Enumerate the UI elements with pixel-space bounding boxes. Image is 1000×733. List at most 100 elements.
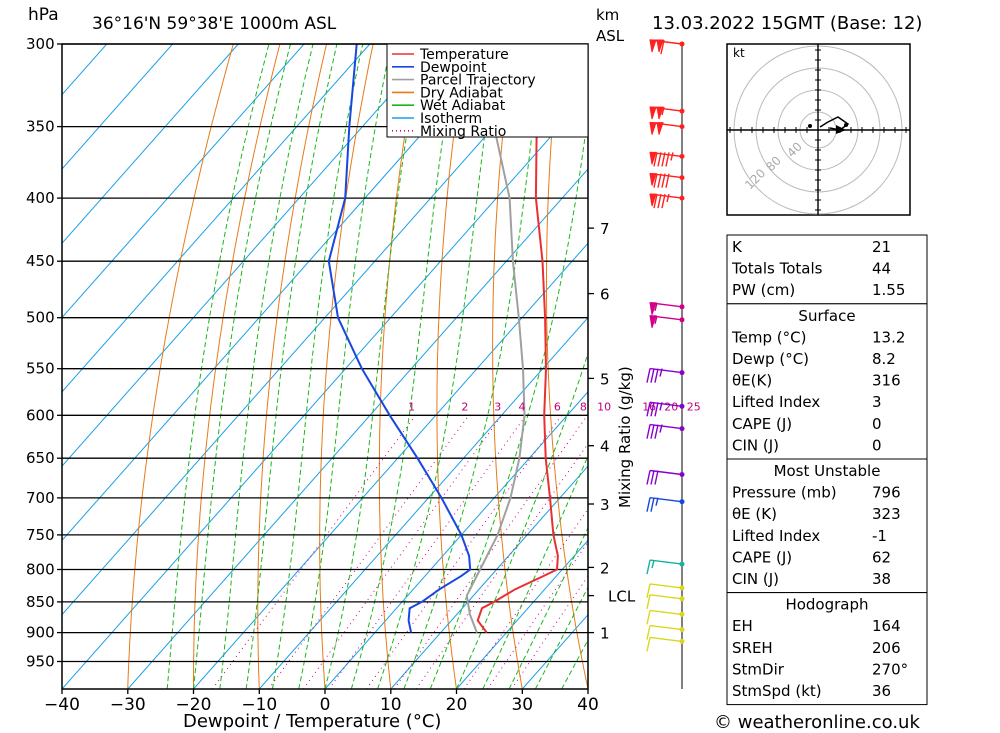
temperature-tick-label: 40 <box>577 695 599 715</box>
mixing-ratio-label: 1 <box>408 400 415 413</box>
barb-pennant <box>649 302 657 315</box>
barb-feather <box>657 152 662 167</box>
dry-adiabat-line <box>127 44 234 689</box>
indices-label: StmDir <box>732 660 785 678</box>
legend-entry: Dewpoint <box>420 60 487 76</box>
barb-feather <box>654 368 659 383</box>
barb-dot <box>679 611 685 617</box>
barb-feather <box>654 402 659 417</box>
barb-feather <box>650 402 655 417</box>
legend-box <box>386 43 589 138</box>
indices-value: 0 <box>872 415 882 433</box>
isotherm-line <box>62 44 502 542</box>
indices-label: Temp (°C) <box>731 328 806 346</box>
indices-label: Lifted Index <box>732 527 820 545</box>
isotherm-line <box>62 44 436 467</box>
pressure-tick-label: 900 <box>26 624 55 642</box>
indices-block-title: Most Unstable <box>774 462 881 480</box>
barb-staff <box>649 636 683 643</box>
wind-barb <box>646 583 685 599</box>
indices-value: 21 <box>872 238 891 256</box>
storm-motion-marker <box>836 125 846 134</box>
height-tick-label: 4 <box>600 438 610 456</box>
wind-barb <box>649 39 685 55</box>
barb-feather <box>650 470 655 485</box>
barb-pennant <box>656 122 664 135</box>
indices-table: K 21 Totals Totals 44 PW (cm) 1.55 Surface Temp… <box>726 234 928 706</box>
location-title: 36°16'N 59°38'E 1000m ASL <box>92 14 337 34</box>
indices-value: 13.2 <box>872 328 905 346</box>
mixing-ratio-line <box>366 415 562 689</box>
indices-block <box>726 458 928 594</box>
barb-half-feather <box>654 302 658 311</box>
indices-value: 270° <box>872 660 908 678</box>
barb-feather <box>646 368 651 383</box>
indices-block <box>726 234 928 305</box>
barb-half-feather <box>661 106 665 116</box>
barb-dot <box>679 41 685 47</box>
temperature-tick-label: −40 <box>44 695 80 715</box>
barb-dot <box>679 317 685 323</box>
wind-barb <box>649 121 685 135</box>
height-tick-label: 2 <box>600 559 610 577</box>
indices-label: PW (cm) <box>732 281 795 299</box>
legend-entry: Wet Adiabat <box>420 98 506 114</box>
isotherm-line <box>127 168 588 689</box>
footer-credit: © weatheronline.co.uk <box>714 712 920 733</box>
barb-dot <box>679 426 685 432</box>
barb-feather <box>646 424 651 439</box>
temperature-tick-label: 10 <box>380 695 402 715</box>
indices-block <box>726 592 928 706</box>
dry-adiabat-line <box>436 44 467 689</box>
wet-adiabat-line <box>429 111 588 689</box>
barb-dot <box>679 195 685 201</box>
isotherm-line <box>324 391 588 689</box>
wind-barb <box>649 315 685 328</box>
wind-barb <box>646 609 685 625</box>
barb-staff <box>649 367 683 374</box>
indices-value: 36 <box>872 682 891 700</box>
dry-adiabat-line <box>649 44 719 689</box>
pressure-tick-label: 500 <box>26 309 55 327</box>
hodograph-point <box>844 123 848 127</box>
barb-feather <box>657 173 662 188</box>
isotherm-line <box>456 539 588 689</box>
indices-label: Lifted Index <box>732 393 820 411</box>
barb-feather <box>646 610 651 625</box>
isotherm-line <box>193 242 588 689</box>
indices-value: 38 <box>872 570 891 588</box>
barb-feather <box>646 583 651 599</box>
indices-value: 44 <box>872 260 891 278</box>
height-tick-label: 6 <box>600 286 610 304</box>
indices-value: 164 <box>872 617 901 635</box>
mixing-ratio-label: 10 <box>597 400 611 413</box>
pressure-tick-label: 950 <box>26 653 55 671</box>
wind-barb <box>646 594 685 609</box>
pressure-tick-label: 850 <box>26 593 55 611</box>
height-tick-label: 7 <box>600 220 610 238</box>
mixing-ratio-line <box>328 415 527 689</box>
indices-label: Pressure (mb) <box>732 484 837 502</box>
dry-adiabat-line <box>193 44 281 689</box>
indices-label: CAPE (J) <box>732 548 792 566</box>
profile-lines <box>327 44 559 634</box>
barb-dot <box>679 596 685 602</box>
isotherm-line <box>258 316 588 689</box>
wind-barb <box>646 423 685 439</box>
pressure-tick-label: 800 <box>26 561 55 579</box>
barb-half-feather <box>651 559 655 569</box>
wet-adiabat-line <box>166 44 270 689</box>
barb-dot <box>679 627 685 633</box>
wet-adiabat-line <box>193 44 291 689</box>
indices-label: StmSpd (kt) <box>732 682 822 700</box>
barb-feather <box>657 193 662 209</box>
x-axis-title: Dewpoint / Temperature (°C) <box>183 711 441 732</box>
barb-feather <box>646 625 651 640</box>
barb-feather <box>650 497 655 512</box>
hpa-label: hPa <box>28 5 59 25</box>
height-tick-label: 1 <box>600 625 610 643</box>
hodograph-unit: kt <box>733 46 745 60</box>
mixing-ratio-label: 3 <box>494 400 501 413</box>
barb-pennant <box>649 39 657 53</box>
